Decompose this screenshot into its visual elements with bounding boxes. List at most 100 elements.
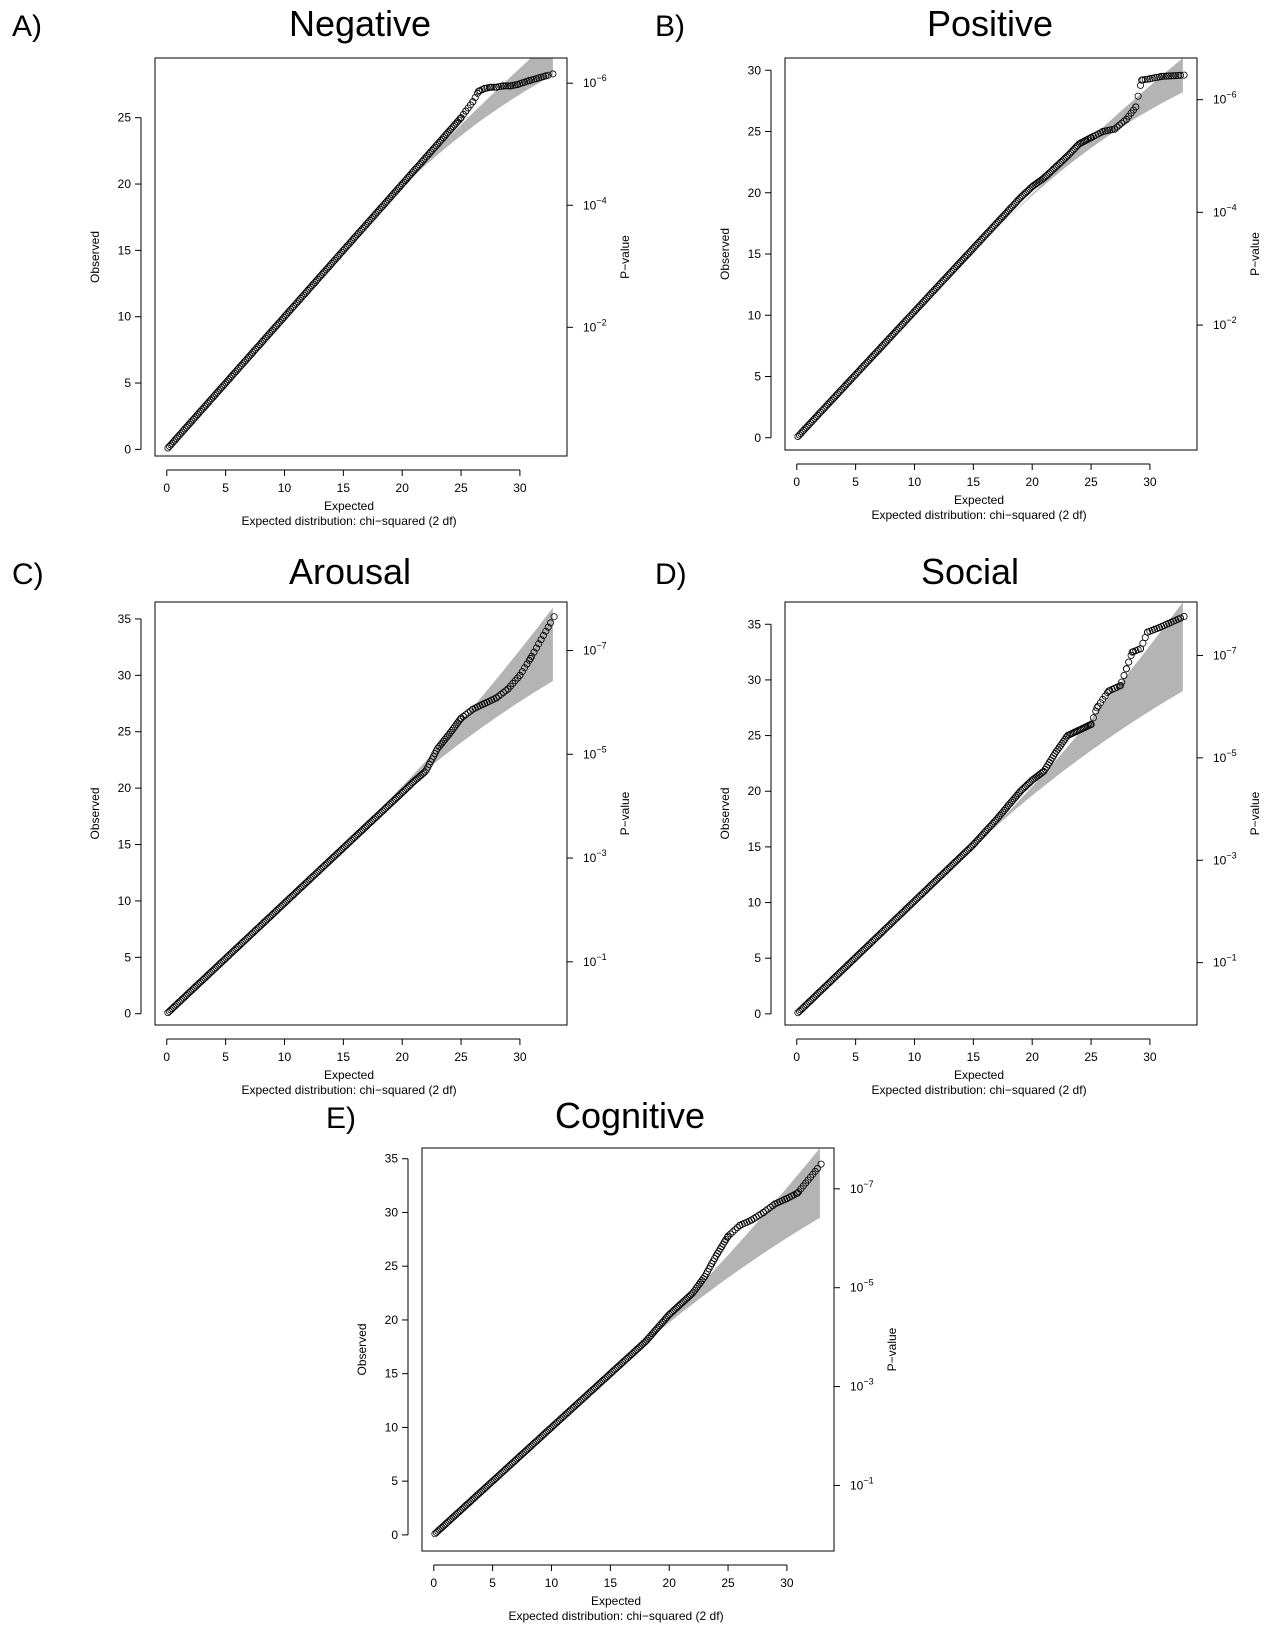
right-axis-label: P−value (618, 235, 632, 279)
x-axis-sublabel: Expected distribution: chi−squared (2 df… (508, 1609, 723, 1623)
x-tick-label: 0 (430, 1576, 437, 1590)
data-point (1127, 651, 1135, 659)
data-point (547, 619, 555, 627)
plot-frame (784, 57, 1198, 451)
right-tick-label: 10−7 (1213, 645, 1237, 662)
data-point (490, 83, 498, 91)
data-point (783, 1195, 791, 1203)
x-tick-label: 10 (278, 481, 292, 495)
y-tick-label: 30 (748, 63, 762, 77)
data-point (497, 690, 505, 698)
data-point (726, 1230, 734, 1238)
plot-frame (784, 601, 1198, 1026)
data-point (724, 1232, 732, 1240)
y-tick-label: 5 (754, 370, 761, 384)
chart-title: Negative (289, 3, 431, 44)
data-point (1167, 72, 1175, 80)
x-tick-label: 25 (1084, 475, 1098, 489)
y-tick-label: 10 (385, 1420, 399, 1434)
data-point (729, 1228, 737, 1236)
data-point (504, 685, 512, 693)
data-point (748, 1216, 756, 1224)
chart-panel-5: E) Cognitive 0 5 10 15 20 25 30 ExpectedExpected … (326, 1095, 899, 1623)
data-point (464, 709, 472, 717)
y-tick-label: 10 (118, 310, 132, 324)
y-tick-label: 25 (118, 111, 132, 125)
right-tick-label: 10−3 (583, 848, 607, 865)
x-tick-label: 30 (1143, 1050, 1157, 1064)
data-point (1087, 720, 1095, 728)
y-tick-label: 30 (118, 668, 132, 682)
panel-letter: A) (12, 10, 42, 43)
x-tick-label: 25 (454, 1050, 468, 1064)
x-tick-label: 5 (852, 475, 859, 489)
x-axis-label: Expected (324, 1068, 374, 1082)
data-point (817, 1160, 825, 1168)
data-point (1162, 72, 1170, 80)
data-point (544, 71, 552, 79)
y-tick-label: 15 (748, 840, 762, 854)
y-tick-label: 0 (124, 1007, 131, 1021)
y-tick-label: 25 (748, 125, 762, 139)
confidence-band (366, 607, 553, 822)
y-axis-label: Observed (355, 1323, 369, 1375)
data-point (475, 87, 483, 95)
x-tick-label: 30 (780, 1576, 794, 1590)
x-tick-label: 10 (278, 1050, 292, 1064)
data-point (462, 107, 470, 115)
y-tick-label: 5 (124, 950, 131, 964)
data-point (1160, 72, 1168, 80)
x-tick-label: 10 (908, 475, 922, 489)
y-axis-label: Observed (718, 787, 732, 839)
y-tick-label: 5 (754, 951, 761, 965)
x-tick-label: 20 (396, 481, 410, 495)
x-axis-label: Expected (324, 499, 374, 513)
data-point (1048, 754, 1056, 762)
confidence-band (366, 58, 553, 224)
data-point (1120, 672, 1128, 680)
x-tick-label: 30 (513, 481, 527, 495)
panel-letter: B) (655, 10, 685, 43)
y-tick-label: 20 (748, 186, 762, 200)
data-point (1134, 92, 1142, 100)
y-tick-label: 15 (118, 243, 132, 257)
data-point (1105, 687, 1113, 695)
data-point (457, 714, 465, 722)
data-point (550, 613, 558, 621)
data-point (540, 631, 548, 639)
right-tick-label: 10−6 (583, 73, 607, 90)
x-tick-label: 10 (545, 1576, 559, 1590)
y-axis-label: Observed (88, 787, 102, 839)
data-point (1120, 117, 1128, 125)
data-point (1104, 689, 1112, 697)
plot-frame (154, 57, 568, 457)
data-point (469, 705, 477, 713)
data-point (794, 1189, 802, 1197)
data-point (1118, 678, 1126, 686)
y-tick-label: 15 (748, 247, 762, 261)
data-point (535, 640, 543, 648)
data-point (527, 654, 535, 662)
data-point (731, 1226, 739, 1234)
data-point (537, 636, 545, 644)
x-tick-label: 5 (489, 1576, 496, 1590)
y-tick-label: 0 (124, 442, 131, 456)
data-point (499, 82, 507, 90)
data-point (1158, 72, 1166, 80)
right-tick-label: 10−3 (850, 1377, 874, 1394)
data-point (521, 664, 529, 672)
data-point (1111, 125, 1119, 133)
plot-frame (154, 601, 568, 1026)
y-tick-label: 0 (391, 1528, 398, 1542)
x-tick-label: 15 (967, 475, 981, 489)
y-tick-label: 5 (124, 376, 131, 390)
data-point (459, 712, 467, 720)
right-tick-label: 10−5 (583, 744, 607, 761)
data-point (1151, 74, 1159, 82)
data-point (525, 656, 533, 664)
right-axis-label: P−value (1248, 791, 1262, 835)
